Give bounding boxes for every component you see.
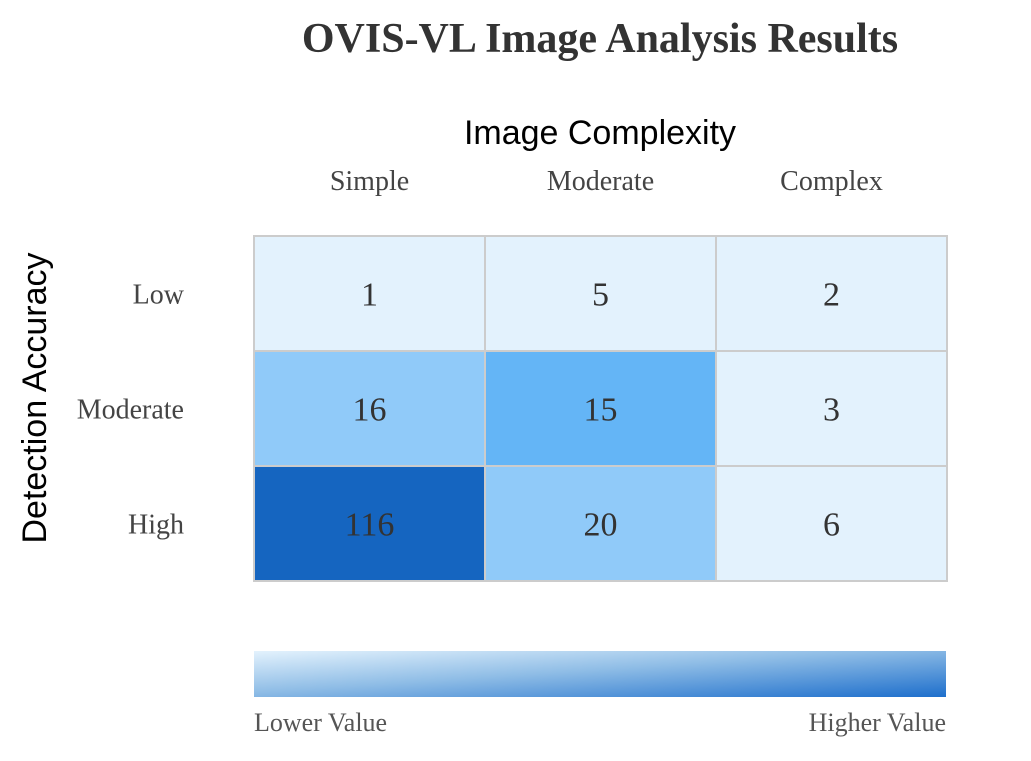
heatmap-cell <box>253 350 486 467</box>
cell-value-label: 20 <box>584 507 618 544</box>
heatmap-cell <box>484 465 717 582</box>
legend-gradient-bar <box>254 651 946 697</box>
cell-value-label: 116 <box>345 507 395 544</box>
heatmap-cell <box>715 350 948 467</box>
x-tick-labels: Simple Moderate Complex <box>330 166 883 197</box>
cell-value-label: 16 <box>353 392 387 429</box>
y-axis-title: Detection Accuracy <box>16 252 54 543</box>
y-tick-labels: Low Moderate High <box>77 280 185 541</box>
legend-low-label: Lower Value <box>254 708 387 737</box>
heatmap-cell <box>484 235 717 352</box>
color-legend: Lower Value Higher Value <box>254 651 946 737</box>
cell-value-label: 15 <box>584 392 618 429</box>
heatmap-cell <box>715 465 948 582</box>
chart-title: OVIS-VL Image Analysis Results <box>302 16 898 62</box>
legend-high-label: Higher Value <box>809 708 946 737</box>
heatmap-cell <box>253 235 486 352</box>
y-tick-label: High <box>128 510 184 541</box>
cell-value-label: 5 <box>592 277 609 314</box>
y-tick-label: Moderate <box>77 395 184 426</box>
x-tick-label: Moderate <box>547 166 654 197</box>
cell-value-label: 1 <box>361 277 378 314</box>
x-tick-label: Simple <box>330 166 409 197</box>
cell-value-label: 3 <box>823 392 840 429</box>
y-tick-label: Low <box>133 280 185 311</box>
x-tick-label: Complex <box>780 166 883 197</box>
heatmap-cell <box>715 235 948 352</box>
cell-value-label: 2 <box>823 277 840 314</box>
heatmap-cell <box>253 465 486 582</box>
heatmap-cell <box>484 350 717 467</box>
cell-value-label: 6 <box>823 507 840 544</box>
x-axis-title: Image Complexity <box>464 114 736 152</box>
